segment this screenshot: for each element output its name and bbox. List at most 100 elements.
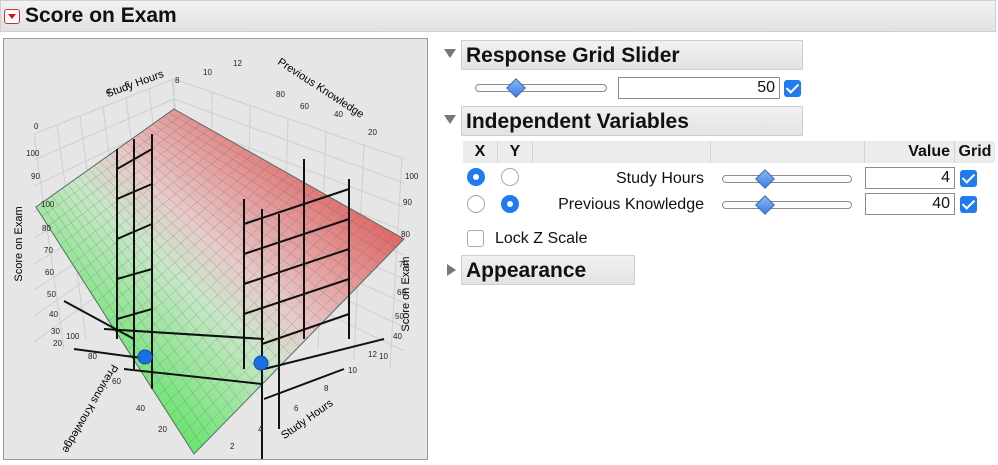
lock-z-scale-checkbox[interactable]	[467, 230, 484, 247]
column-header-name	[533, 141, 711, 163]
surface-mesh-line	[54, 123, 201, 236]
surface-mesh-line	[94, 165, 284, 364]
surface-mesh-line	[99, 161, 292, 355]
previous-knowledge-slider-thumb[interactable]	[754, 195, 775, 215]
x-radio-study-hours[interactable]	[467, 168, 485, 186]
tick-label: 4	[258, 425, 263, 434]
y-radio-previous-knowledge[interactable]	[501, 195, 519, 213]
study-hours-value-field[interactable]: 4	[865, 167, 955, 189]
response-grid-slider-track[interactable]	[475, 84, 607, 92]
surface-mesh-line	[67, 184, 243, 405]
surface-plot-canvas[interactable]: Score on Exam Score on Exam Study Hours …	[4, 39, 429, 461]
tick-label: 6	[294, 404, 299, 413]
previous-knowledge-grid-checkbox[interactable]	[960, 196, 977, 213]
surface-mesh-line	[145, 198, 334, 379]
tick-label: 4	[106, 88, 111, 97]
independent-variables-header[interactable]: Independent Variables	[461, 106, 803, 136]
tick-label: 60	[112, 377, 121, 386]
surface-mesh-line	[62, 188, 235, 413]
report-title: Score on Exam	[25, 4, 177, 27]
tick-label: 80	[88, 352, 97, 361]
tick-label: 40	[334, 110, 343, 119]
surface-mesh-line	[78, 143, 237, 274]
surface-mesh-line	[108, 168, 281, 322]
slice-grid-line	[73, 348, 150, 360]
response-grid-value-field[interactable]: 50	[618, 77, 780, 99]
surface-mesh-line	[157, 208, 352, 398]
z-axis-label-left: Score on Exam	[13, 206, 25, 281]
tick-label: 12	[368, 350, 377, 359]
surface-mesh-line	[152, 123, 372, 273]
surface-mesh-line	[72, 180, 251, 397]
tick-label: 90	[403, 198, 412, 207]
study-hours-slider-thumb[interactable]	[754, 169, 775, 189]
tick-label: 100	[26, 149, 40, 158]
slice-grid-line	[116, 268, 153, 280]
x-radio-previous-knowledge[interactable]	[467, 195, 485, 213]
surface-mesh-line	[133, 188, 316, 360]
tick-label: 50	[47, 290, 56, 299]
appearance-title: Appearance	[466, 259, 587, 282]
previous-knowledge-axis-label-top: Previous Knowledge	[275, 56, 366, 121]
tick-label: 20	[368, 128, 377, 137]
appearance-header[interactable]: Appearance	[461, 255, 635, 285]
lock-z-scale-label[interactable]: Lock Z Scale	[495, 230, 588, 247]
wall-grid-line	[33, 133, 65, 350]
surface-mesh-line	[126, 142, 332, 314]
disclosure-triangle-collapsed-icon[interactable]	[447, 264, 456, 276]
tick-label: 80	[276, 90, 285, 99]
column-header-x: X	[463, 141, 498, 163]
response-grid-slider-header[interactable]: Response Grid Slider	[461, 40, 803, 70]
tick-label: 8	[324, 384, 329, 393]
response-grid-slider-thumb[interactable]	[506, 78, 526, 98]
surface-mesh-line	[120, 178, 299, 341]
column-header-value: Value	[865, 141, 955, 163]
tick-label: 100	[405, 172, 419, 181]
tick-label: 30	[51, 327, 60, 336]
tick-label: 10	[203, 68, 212, 77]
surface-mesh-line	[168, 112, 397, 248]
surface-mesh-line	[120, 146, 324, 322]
slice-grid-line	[263, 368, 345, 400]
previous-knowledge-slider-track[interactable]	[722, 201, 852, 209]
y-radio-study-hours[interactable]	[501, 168, 519, 186]
variable-label-previous-knowledge: Previous Knowledge	[558, 196, 704, 213]
red-triangle-menu-icon[interactable]	[4, 9, 20, 24]
slice-grid-line	[116, 223, 153, 240]
tick-label: 80	[401, 230, 410, 239]
surface-plot[interactable]: Score on Exam Score on Exam Study Hours …	[3, 38, 428, 460]
surface-mesh-line	[35, 108, 175, 208]
surface-mesh-line	[173, 108, 405, 240]
surface-mesh-line	[41, 113, 183, 217]
column-header-grid: Grid	[955, 141, 995, 163]
slice-grid-lines	[63, 134, 385, 459]
surface-mesh-line	[78, 176, 259, 389]
slice-grid-line	[116, 308, 153, 320]
slice-grid-line	[243, 248, 350, 285]
study-hours-slider-track[interactable]	[722, 175, 852, 183]
surface-mesh-line	[84, 148, 245, 284]
response-grid-checkbox[interactable]	[784, 80, 801, 97]
column-header-y: Y	[498, 141, 533, 163]
tick-label: 2	[230, 442, 235, 451]
wall-grid-line	[33, 78, 175, 135]
surface-mesh-line	[169, 218, 369, 417]
surface-mesh-line	[48, 118, 192, 227]
disclosure-triangle-icon[interactable]	[444, 49, 456, 58]
previous-knowledge-value-field[interactable]: 40	[865, 193, 955, 215]
wall-grid-line	[173, 98, 405, 184]
tick-label: 20	[53, 339, 62, 348]
tick-label: 40	[136, 404, 145, 413]
surface-mesh-line	[114, 173, 290, 331]
surface-mesh-line	[193, 238, 405, 455]
slider-point-a[interactable]	[137, 349, 153, 365]
study-hours-grid-checkbox[interactable]	[960, 170, 977, 187]
slice-grid-line	[116, 183, 153, 200]
tick-label: 40	[49, 310, 58, 319]
surface-mesh-line	[163, 116, 388, 256]
slider-point-b[interactable]	[253, 355, 269, 371]
slice-grid-line	[243, 218, 350, 255]
previous-knowledge-axis-label-bottom: Previous Knowledge	[59, 362, 120, 455]
disclosure-triangle-icon[interactable]	[444, 115, 456, 124]
slice-grid-line	[243, 278, 350, 315]
